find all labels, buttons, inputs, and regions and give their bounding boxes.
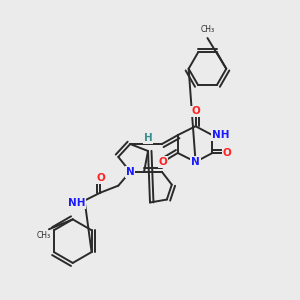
Text: O: O [158, 157, 167, 167]
Text: O: O [223, 148, 232, 158]
Text: CH₃: CH₃ [200, 25, 214, 34]
Text: N: N [191, 157, 200, 167]
Text: O: O [191, 106, 200, 116]
Text: NH: NH [212, 130, 229, 140]
Text: NH: NH [68, 199, 85, 208]
Text: N: N [126, 167, 135, 177]
Text: H: H [144, 133, 152, 143]
Text: O: O [96, 173, 105, 183]
Text: CH₃: CH₃ [37, 231, 51, 240]
